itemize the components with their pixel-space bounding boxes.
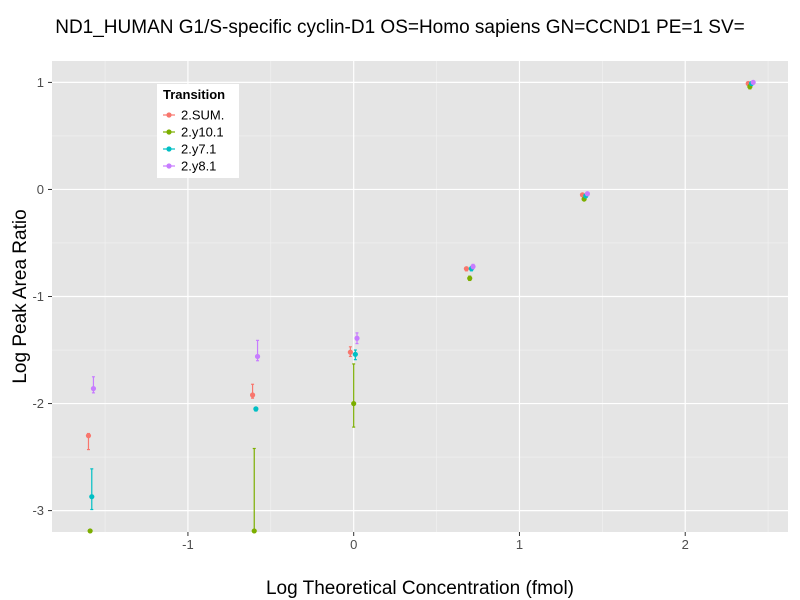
data-point [87, 528, 93, 534]
legend-label: 2.SUM. [181, 108, 224, 123]
legend-label: 2.y7.1 [181, 142, 216, 157]
data-point [352, 351, 358, 357]
x-axis-label: Log Theoretical Concentration (fmol) [266, 578, 574, 599]
axes-layer: -1 0 1 2 -3 -2 -1 0 1 [32, 75, 688, 552]
x-tick-label: 2 [682, 537, 689, 552]
data-point [750, 79, 756, 86]
legend-key-point [166, 163, 172, 169]
legend-key-point [166, 112, 172, 118]
y-tick-label: -1 [32, 289, 44, 304]
y-tick-label: 1 [37, 75, 44, 90]
data-point [89, 494, 95, 500]
data-point [254, 353, 261, 360]
data-point [463, 266, 470, 272]
data-point [470, 263, 476, 270]
x-tick-label: 1 [516, 537, 523, 552]
data-point [85, 433, 92, 439]
data-point [249, 392, 256, 398]
x-tick-label: 0 [350, 537, 357, 552]
series-2.y8.1 [90, 79, 756, 394]
legend-title: Transition [163, 87, 225, 102]
data-point [347, 349, 353, 355]
data-point [253, 406, 259, 412]
data-point [90, 385, 97, 392]
series-layer [85, 79, 756, 534]
y-tick-label: -2 [32, 396, 44, 411]
data-point [584, 191, 591, 197]
y-axis-label: Log Peak Area Ratio [10, 209, 31, 383]
data-point [467, 275, 473, 281]
legend-label: 2.y10.1 [181, 125, 224, 140]
x-tick-label: -1 [182, 537, 194, 552]
legend-key-point [166, 129, 172, 135]
legend-label: 2.y8.1 [181, 159, 216, 174]
data-point [354, 335, 360, 341]
grid-major [52, 61, 788, 532]
data-point [351, 400, 357, 407]
y-tick-label: -3 [32, 503, 44, 518]
y-tick-label: 0 [37, 182, 44, 197]
series-2.SUM. [85, 80, 751, 451]
legend: Transition 2.SUM. 2.y10.1 2.y7.1 2.y8.1 [157, 84, 239, 178]
legend-key-point [166, 146, 172, 152]
chart-title: ND1_HUMAN G1/S-specific cyclin-D1 OS=Hom… [55, 17, 745, 38]
data-point [251, 528, 257, 534]
series-2.y10.1 [87, 83, 753, 534]
